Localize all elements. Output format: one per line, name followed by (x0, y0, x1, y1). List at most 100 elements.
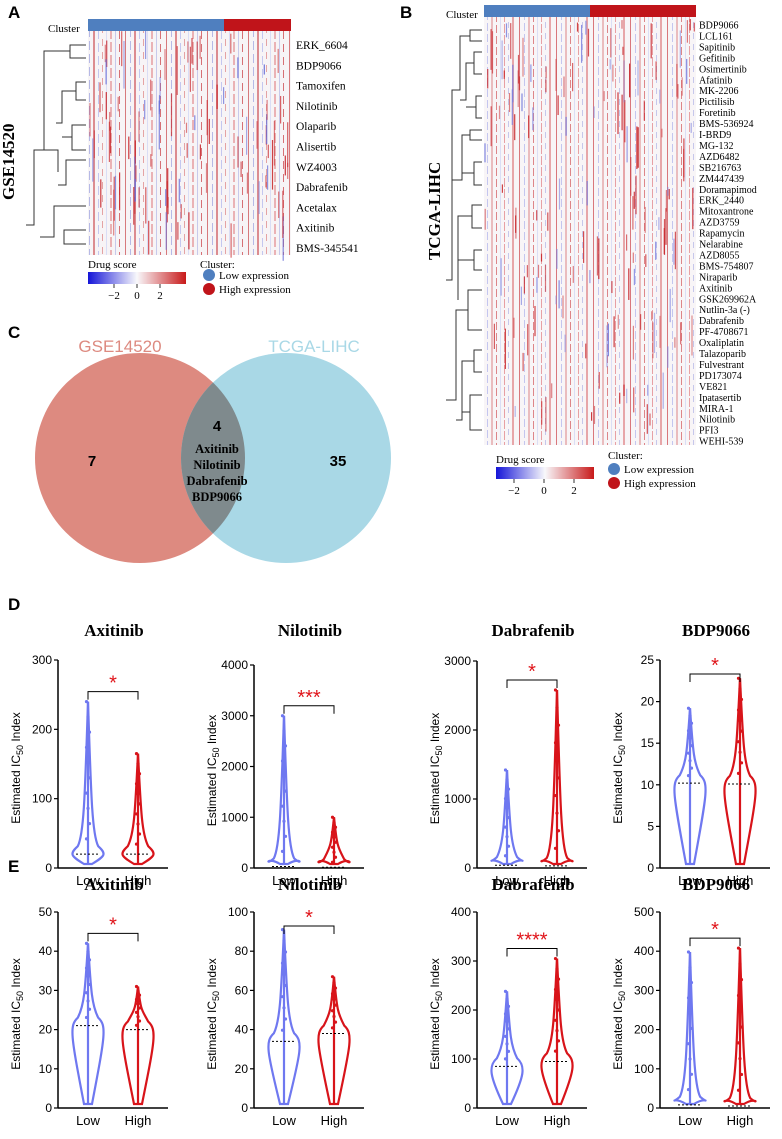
heatmap-streak (674, 337, 676, 348)
heatmap-streak (158, 100, 160, 150)
outlier-point (738, 962, 742, 966)
heatmap-streak (185, 122, 188, 133)
significance-stars: * (109, 673, 117, 695)
legend-b-low-dot (608, 463, 620, 475)
y-tick-label: 0 (241, 1101, 248, 1115)
violin-chart-d-bdp9066: BDP9066 0 5 10 15 20 25 Estimated IC50 Index Low… (611, 621, 770, 888)
heatmap-streak (632, 252, 634, 263)
legend-b-tick: −2 (508, 485, 520, 497)
heatmap-streak (665, 190, 667, 212)
heatmap-streak (655, 241, 657, 260)
venn-overlap-drug: Dabrafenib (186, 474, 247, 488)
outlier-point (555, 758, 559, 762)
drug-label: Nutlin-3a (-) (699, 305, 750, 316)
heatmap-streak (633, 268, 635, 286)
heatmap-streak (532, 107, 534, 131)
outlier-point (333, 855, 338, 859)
outlier-point (282, 729, 286, 733)
outlier-point (84, 941, 89, 945)
outlier-point (136, 989, 140, 993)
y-tick-label: 80 (235, 944, 249, 958)
chart-title: Dabrafenib (491, 875, 574, 894)
heatmap-streak (628, 268, 630, 300)
outlier-point (505, 806, 509, 810)
heatmap-streak (493, 323, 495, 349)
heatmap-streak (522, 352, 524, 372)
heatmap-streak (541, 401, 543, 425)
panel-b-cluster-label: Cluster (446, 9, 478, 21)
outlier-point (330, 1009, 335, 1013)
outlier-point (332, 835, 336, 839)
significance-bracket (87, 691, 139, 700)
heatmap-streak (150, 79, 152, 111)
legend-a-low: Low expression (219, 270, 289, 282)
heatmap-streak (544, 264, 547, 292)
cluster-bar-low (88, 19, 224, 31)
heatmap-streak (626, 126, 628, 163)
outlier-point (84, 991, 89, 995)
y-axis-label: Estimated IC50 Index (205, 958, 221, 1069)
outlier-point (736, 771, 741, 776)
heatmap-streak (128, 136, 130, 160)
heatmap-streak (520, 286, 522, 305)
outlier-point (555, 998, 559, 1002)
heatmap-streak (633, 387, 635, 413)
heatmap-streak (484, 143, 486, 163)
outlier-point (553, 1018, 558, 1022)
heatmap-streak (669, 288, 671, 323)
drug-label: PFI3 (699, 426, 718, 437)
heatmap-streak (619, 392, 621, 404)
heatmap-streak (676, 63, 678, 97)
heatmap-streak (145, 31, 147, 60)
heatmap-streak (99, 82, 101, 113)
heatmap-streak (611, 281, 613, 294)
heatmap-streak (266, 99, 268, 120)
heatmap-streak (691, 315, 693, 356)
heatmap-streak (237, 136, 239, 168)
drug-label: Axitinib (296, 223, 335, 235)
y-axis-label: Estimated IC50 Index (611, 958, 627, 1069)
violin-chart-d-axitinib: Axitinib 0 100 200 300 Estimated IC50 Index Lo… (9, 621, 168, 888)
outlier-point (280, 849, 285, 854)
heatmap-streak (487, 68, 489, 89)
drug-label: Foretinib (699, 108, 736, 119)
heatmap-streak (490, 29, 492, 70)
heatmap-streak (199, 35, 201, 59)
heatmap-streak (637, 60, 639, 96)
panel-c: C GSE14520 TCGA-LIHC 7 4 35 Axitinib Nil… (8, 323, 391, 563)
outlier-point (137, 832, 142, 836)
panel-a-drug-labels: ERK_6604 BDP9066 Tamoxifen Nilotinib Olapari… (296, 40, 359, 255)
heatmap-streak (100, 179, 102, 208)
heatmap-streak (637, 127, 639, 168)
drug-label: PD173074 (699, 371, 742, 382)
heatmap-streak (545, 397, 547, 432)
chart-title: Nilotinib (278, 621, 342, 640)
heatmap-streak (674, 231, 676, 270)
legend-b-title: Drug score (496, 454, 545, 466)
heatmap-streak (484, 208, 486, 230)
heatmap-streak (607, 323, 609, 357)
y-tick-label: 300 (451, 954, 471, 968)
legend-a-tick: 0 (134, 290, 140, 302)
y-axis-label: Estimated IC50 Index (611, 712, 627, 823)
drug-label: Dabrafenib (699, 316, 744, 327)
y-tick-label: 300 (634, 983, 654, 997)
outlier-point (84, 745, 89, 749)
heatmap-streak (180, 204, 182, 219)
legend-a-title: Drug score (88, 259, 137, 271)
panel-e-letter: E (8, 857, 19, 876)
heatmap-streak (683, 148, 685, 182)
heatmap-streak (230, 33, 232, 54)
outlier-point (87, 776, 92, 780)
heatmap-streak (287, 122, 289, 168)
heatmap-streak (165, 189, 167, 206)
heatmap-streak (681, 77, 683, 96)
outlier-point (84, 966, 89, 970)
drug-label: Gefitinib (699, 53, 735, 64)
outlier-point (137, 772, 142, 776)
heatmap-streak (586, 180, 588, 206)
outlier-point (688, 1057, 692, 1061)
outlier-point (686, 950, 691, 954)
heatmap-streak (277, 48, 279, 73)
heatmap-streak (585, 343, 587, 359)
